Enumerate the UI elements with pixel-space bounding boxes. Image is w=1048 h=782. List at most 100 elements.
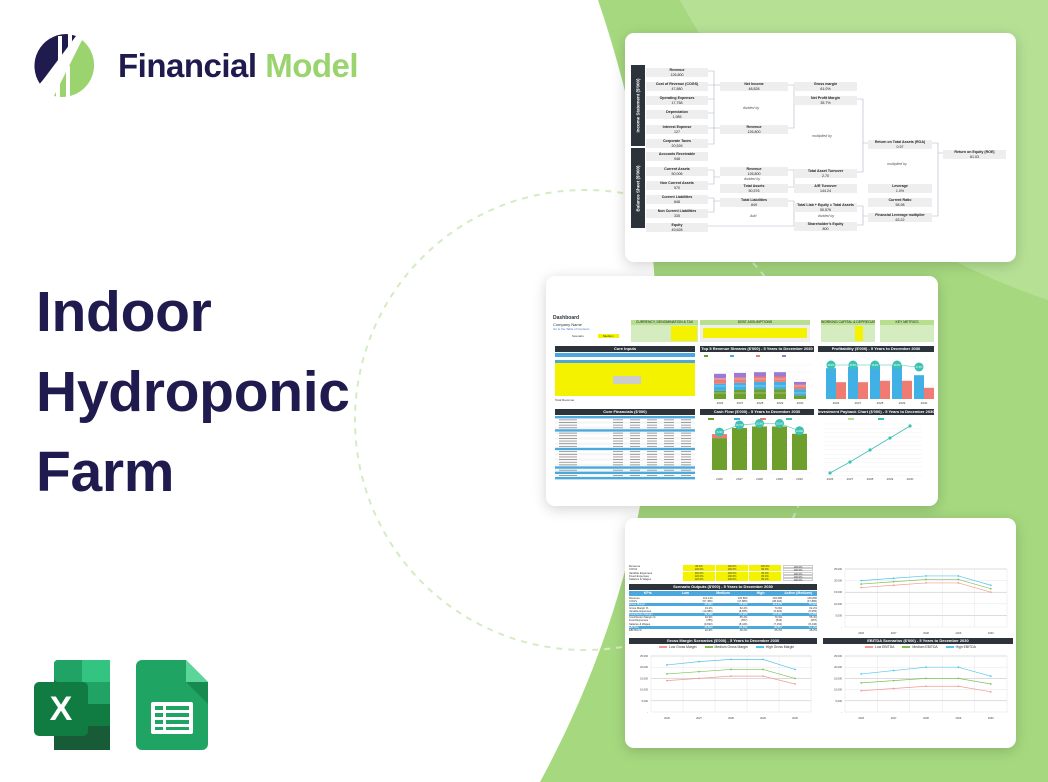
payback-marker: [888, 436, 892, 440]
debt-table: [700, 325, 810, 342]
scenario-select[interactable]: Medium: [598, 334, 619, 338]
net-cash-marker: [755, 419, 764, 428]
row-value: [613, 427, 623, 429]
dashboard-title: Dashboard: [553, 315, 580, 321]
row-label: [559, 464, 577, 466]
scenario-input-label: Salaries & Wages: [629, 577, 652, 582]
metric-label: Total Liab + Equity = Total Assets: [797, 203, 854, 207]
row-value: [664, 427, 674, 429]
year-tick-label: 2030: [796, 477, 803, 481]
output-cell: (8,446): [808, 622, 817, 626]
scenario-point: [762, 668, 764, 671]
row-value: [664, 443, 674, 445]
brand-name-part1: Financial: [118, 47, 257, 84]
metric-label: Equity: [671, 223, 683, 227]
dupont-metric-box: Net Profit Margin 35.7%: [794, 96, 857, 105]
financials-row: [555, 453, 695, 456]
margin-marker: [826, 360, 836, 370]
row-value: [630, 451, 640, 453]
payback-marker: [828, 471, 832, 475]
scenario-input-value: 80.0%: [749, 574, 781, 578]
ebitda-bar: [924, 387, 934, 399]
year-tick-label: 2029: [887, 477, 894, 481]
row-value: [630, 459, 640, 460]
revenue-bar: [826, 368, 836, 399]
row-value: [613, 424, 623, 426]
output-cell: (47,880): [737, 600, 748, 604]
row-value: [681, 443, 691, 445]
row-value: [664, 445, 674, 447]
metric-label: Revenue: [746, 167, 762, 171]
year-tick-label: 2029: [777, 401, 784, 405]
toc-link[interactable]: Go to the Table of Contents: [553, 327, 590, 331]
margin-marker: [848, 360, 858, 370]
revenue-bar: [914, 375, 924, 399]
scenario-point: [957, 685, 960, 688]
metric-label: Shareholder's Equity: [807, 222, 844, 226]
output-cell: 65.3%: [774, 629, 783, 632]
dupont-metric-box: Accounts Receivable 948: [646, 152, 708, 161]
row-value: [664, 456, 674, 458]
gross-margin-header: Gross Margin Scenarios ($'000) - 5 Years…: [629, 638, 817, 644]
row-value: [647, 427, 657, 429]
legend-line-icon: [755, 646, 764, 649]
output-cell: 55.4%: [739, 616, 748, 620]
y-tick-label: -: [841, 711, 842, 714]
row-label: [559, 440, 577, 442]
output-cell: Variable Expenses: [629, 609, 652, 613]
row-label: [559, 461, 577, 463]
row-value: [681, 461, 691, 463]
y-tick-label: -: [647, 711, 648, 714]
margin-label: 37.0%: [916, 366, 924, 369]
revenue-stack-bar: [734, 390, 746, 399]
scenario-point: [666, 664, 668, 666]
metric-label: Financial Leverage multiplier: [875, 213, 925, 217]
row-value: [647, 451, 657, 453]
row-value: [613, 459, 623, 460]
dupont-metric-box: Total Asset Turnover 2.70: [794, 169, 857, 178]
y-tick-label: 10,000: [834, 688, 842, 692]
revenue-stack-bar: [714, 373, 726, 379]
output-cell: Salaries & Wages: [629, 622, 651, 626]
financials-row: [555, 463, 695, 467]
row-value: [647, 419, 657, 421]
scenario-point: [892, 580, 895, 583]
row-value: [647, 424, 657, 426]
dupont-metric-box: Cost of Revenue (COGS) 47,880: [646, 82, 708, 91]
scenario-point: [892, 669, 895, 672]
output-cell: (6,924): [773, 609, 783, 613]
ebitda-bar: [902, 380, 912, 399]
metric-label: Current Liabilities: [661, 195, 693, 199]
year-tick-label: 2028: [867, 477, 874, 481]
row-value: [664, 469, 674, 471]
row-value: [630, 445, 640, 447]
metric-value: 849: [751, 202, 757, 207]
dupont-metric-box: Revenue 126,800: [720, 125, 788, 134]
output-cell: 48.2%: [809, 629, 817, 632]
brand-name-part2: Model: [265, 47, 359, 84]
metric-value: 126,800: [747, 129, 761, 134]
output-cell: 101,140: [702, 597, 713, 600]
dashboard-card: Dashboard Company Name Go to the Table o…: [546, 276, 938, 506]
year-tick-label: 2026: [827, 477, 834, 481]
year-tick-label: 2026: [717, 401, 724, 405]
multiplied-by-note: multiplied by: [812, 134, 832, 138]
row-value: [630, 443, 640, 445]
net-cash-label: 29,700: [736, 425, 744, 427]
row-label: [559, 456, 577, 458]
payback-marker: [848, 460, 852, 464]
scenario-point: [957, 677, 960, 680]
row-label: [559, 435, 577, 437]
scenario-label: Scenario: [572, 333, 584, 338]
row-value: [681, 438, 691, 439]
scenario-point: [957, 578, 960, 581]
scenario-point: [666, 679, 668, 682]
ebitda-legend: Low EBITDA Medium EBITDA High EBITDA: [865, 645, 976, 649]
row-value: [630, 424, 640, 426]
row-value: [613, 445, 623, 447]
scenario-outputs-columns: KPIs Low Medium High Active (Medium): [629, 591, 817, 596]
row-value: [664, 451, 674, 453]
row-value: [613, 422, 623, 423]
year-tick-label: 2026: [716, 477, 723, 481]
legend-line-icon: [902, 646, 911, 649]
